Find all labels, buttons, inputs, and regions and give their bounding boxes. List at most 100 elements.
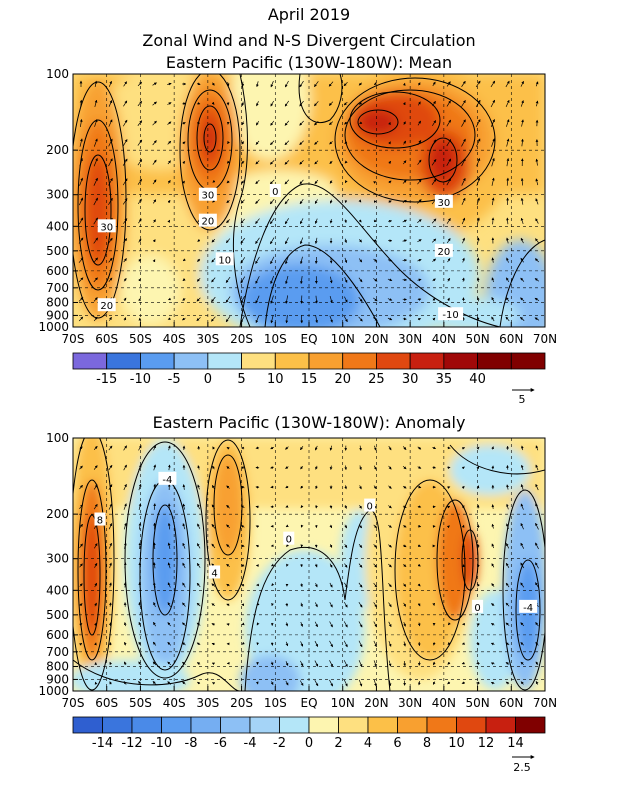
anomaly-flow-vector — [343, 621, 348, 628]
mean-contour-label: 20 — [201, 217, 214, 228]
anomaly-flow-vector — [343, 601, 348, 608]
mean-flow-vector — [93, 316, 98, 322]
mean-colorbar-swatch — [140, 352, 175, 370]
mean-flow-vector — [476, 316, 480, 322]
anomaly-flow-vector — [402, 466, 407, 470]
mean-flow-vector — [462, 257, 465, 263]
mean-flow-vector — [197, 82, 201, 86]
mean-flow-vector — [402, 199, 407, 204]
anomaly-flow-vector — [461, 661, 465, 665]
mean-heatmap — [73, 74, 545, 327]
anomaly-flow-vector — [108, 484, 113, 490]
mean-flow-vector — [167, 297, 172, 301]
mean-flow-vector — [152, 120, 157, 126]
mean-contour-label-box — [215, 252, 234, 266]
anomaly-flow-vector — [182, 562, 186, 569]
anomaly-flow-vector — [461, 485, 465, 489]
mean-flow-vector — [388, 160, 392, 164]
mean-flow-vector — [387, 317, 393, 321]
anomaly-flow-vector — [182, 582, 186, 588]
mean-flow-vector — [314, 179, 319, 185]
mean-contour-label-box — [97, 298, 116, 312]
anomaly-flow-vector — [300, 660, 304, 667]
mean-flow-vector — [211, 101, 215, 105]
mean-flow-vector — [93, 237, 98, 244]
mean-flow-vector — [446, 81, 451, 87]
mean-flow-vector — [345, 180, 348, 184]
anomaly-flow-vector — [358, 679, 363, 687]
anomaly-colorbar-label: -8 — [185, 736, 198, 751]
anomaly-x-tick-label: 20S — [230, 696, 253, 710]
mean-flow-vector — [490, 80, 496, 88]
mean-colorbar-swatch — [207, 352, 242, 370]
mean-flow-vector — [182, 180, 185, 184]
anomaly-flow-vector — [476, 446, 480, 450]
anomaly-flow-vector — [197, 543, 201, 549]
mean-flow-vector — [299, 160, 304, 165]
mean-x-tick-label: 50S — [129, 332, 152, 346]
anomaly-flow-vector — [255, 681, 259, 685]
mean-flow-vector — [226, 180, 230, 184]
mean-flow-vector — [123, 100, 128, 107]
anomaly-flow-vector — [343, 660, 348, 668]
anomaly-flow-vector — [358, 544, 363, 548]
anomaly-flow-vector — [182, 622, 186, 627]
mean-flow-vector — [138, 278, 141, 282]
mean-flow-vector — [475, 99, 481, 108]
mean-flow-vector — [78, 217, 84, 225]
anomaly-flow-vector — [417, 583, 421, 587]
mean-flow-vector — [122, 198, 128, 205]
mean-flow-vector — [270, 315, 274, 324]
anomaly-x-tick-label: 40N — [432, 696, 456, 710]
mean-flow-vector — [461, 119, 466, 127]
mean-flow-vector — [388, 180, 392, 184]
anomaly-colorbar-swatch — [249, 716, 280, 734]
anomaly-x-tick-label: 20N — [364, 696, 388, 710]
anomaly-flow-vector — [461, 524, 465, 528]
anomaly-flow-vector — [211, 603, 216, 607]
mean-flow-vector — [329, 180, 333, 184]
anomaly-flow-vector — [520, 582, 525, 588]
anomaly-flow-vector — [314, 583, 318, 588]
anomaly-colorbar-label: 6 — [393, 736, 401, 751]
mean-flow-vector — [520, 277, 525, 282]
mean-flow-vector — [240, 315, 245, 323]
mean-flow-vector — [167, 199, 171, 203]
mean-flow-vector — [270, 237, 275, 245]
anomaly-flow-vector — [271, 583, 275, 587]
anomaly-flow-vector — [432, 642, 436, 646]
anomaly-colorbar-swatch — [131, 716, 162, 734]
mean-flow-vector — [255, 315, 260, 324]
anomaly-flow-vector — [226, 583, 230, 587]
mean-flow-vector — [534, 258, 540, 263]
anomaly-flow-vector — [490, 623, 495, 626]
anomaly-flow-vector — [241, 641, 245, 645]
mean-flow-vector — [402, 219, 407, 223]
anomaly-flow-vector — [300, 641, 304, 647]
anomaly-flow-vector — [196, 602, 201, 607]
mean-flow-vector — [387, 298, 393, 301]
mean-flow-vector — [344, 277, 348, 283]
mean-x-tick-label: 50N — [465, 332, 489, 346]
mean-flow-vector — [505, 80, 510, 88]
anomaly-flow-vector — [535, 542, 539, 550]
mean-colorbar-swatch — [409, 352, 445, 370]
anomaly-flow-vector — [285, 524, 289, 528]
anomaly-flow-vector — [417, 505, 422, 508]
mean-flow-vector — [152, 199, 157, 204]
mean-flow-vector — [196, 278, 201, 282]
anomaly-flow-vector — [388, 660, 392, 667]
anomaly-panel-title: Eastern Pacific (130W-180W): Anomaly — [153, 413, 466, 432]
anomaly-flow-vector — [388, 680, 392, 687]
anomaly-flow-vector — [94, 602, 97, 607]
mean-flow-vector — [446, 158, 452, 166]
anomaly-flow-vector — [123, 445, 127, 451]
anomaly-contour-label-box — [283, 531, 295, 545]
mean-flow-vector — [521, 138, 524, 147]
anomaly-flow-vector — [285, 641, 289, 647]
mean-flow-vector — [226, 238, 231, 244]
anomaly-flow-vector — [343, 640, 348, 648]
anomaly-flow-vector — [109, 582, 112, 588]
anomaly-contour-label: 0 — [286, 535, 292, 546]
anomaly-flow-vector — [490, 681, 495, 685]
